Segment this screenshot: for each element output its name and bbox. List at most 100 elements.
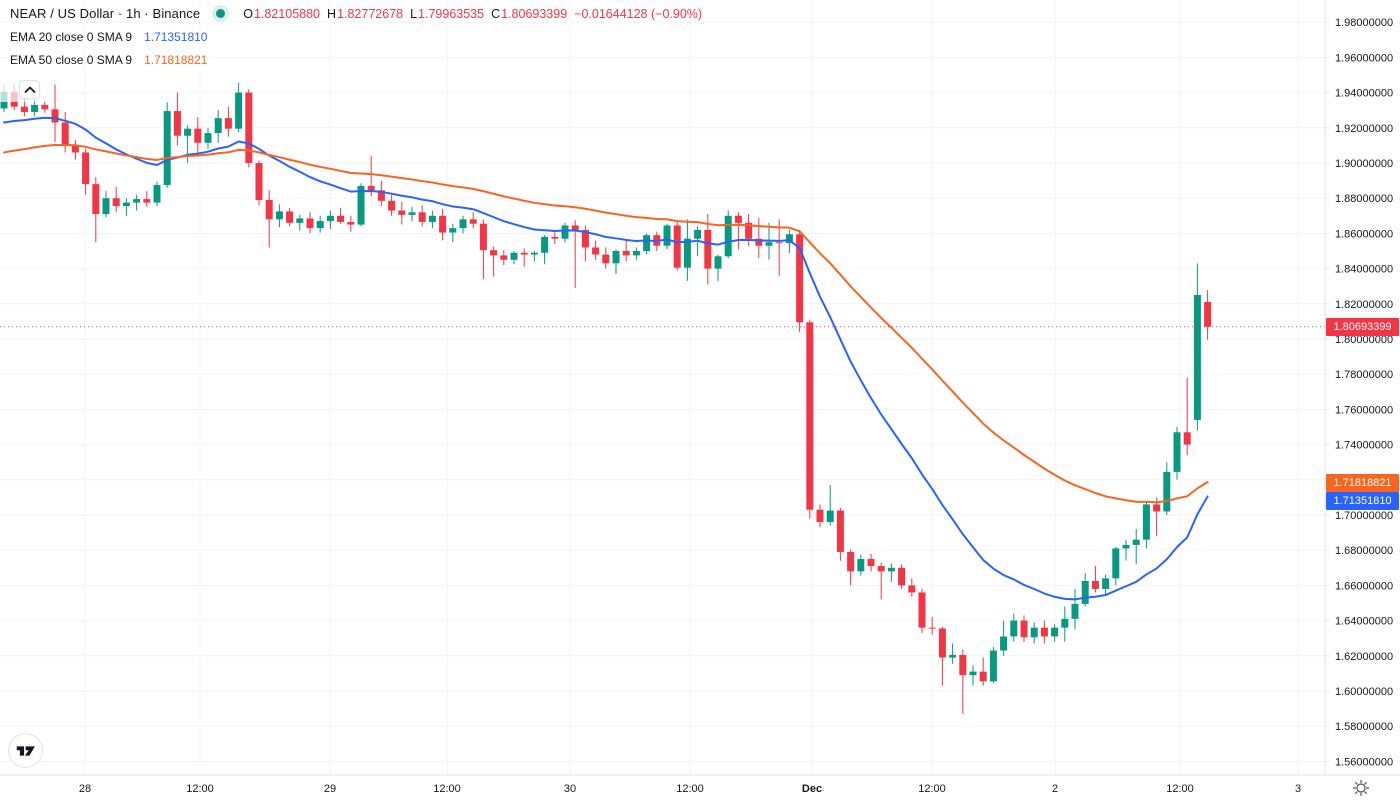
candle-body xyxy=(1142,504,1150,540)
candle-body xyxy=(449,228,457,233)
chart-settings-gear-icon[interactable] xyxy=(1351,778,1370,797)
candle-body xyxy=(1173,432,1181,472)
time-axis-label: 12:00 xyxy=(1166,783,1194,795)
last-price-badge: 1.80693399 xyxy=(1326,317,1399,336)
candle-body xyxy=(439,215,447,233)
candle-body xyxy=(510,252,518,260)
price-axis-label: 1.64000000 xyxy=(1335,616,1393,628)
open-value: 1.82105880 xyxy=(253,6,321,21)
candle-body xyxy=(347,221,355,225)
close-value: 1.80693399 xyxy=(501,6,568,21)
candle-body xyxy=(561,225,569,239)
price-axis-label: 1.78000000 xyxy=(1335,369,1393,381)
price-axis-label: 1.68000000 xyxy=(1335,545,1393,557)
candle-body xyxy=(632,251,640,256)
candle-body xyxy=(979,671,987,682)
low-label: L xyxy=(410,6,418,21)
price-axis-label: 1.62000000 xyxy=(1335,651,1393,663)
candle-body xyxy=(867,559,875,567)
ema50-value: 1.71818821 xyxy=(144,53,208,67)
candle-body xyxy=(1040,627,1048,637)
tradingview-logo[interactable] xyxy=(8,733,43,768)
ohlc-values: O 1.82105880 H 1.82772678 L 1.79963535 C 1.8… xyxy=(243,7,702,21)
symbol-title[interactable]: NEAR / US Dollar · 1h · Binance xyxy=(10,6,201,21)
candle-body xyxy=(1132,539,1140,545)
candle-body xyxy=(928,627,936,629)
candle-body xyxy=(765,242,773,246)
candle-body xyxy=(530,252,538,255)
candle-body xyxy=(969,671,977,676)
symbol-row: NEAR / US Dollar · 1h · Binance O 1.82105… xyxy=(8,5,705,22)
candle-body xyxy=(316,221,324,229)
candle-body xyxy=(714,256,722,269)
candle-body xyxy=(1102,578,1110,589)
candle-body xyxy=(398,210,406,215)
market-status-dot-icon[interactable] xyxy=(216,9,226,18)
time-axis-label: 12:00 xyxy=(676,783,704,795)
ema20-price-badge: 1.71351810 xyxy=(1326,491,1399,510)
price-axis-label: 1.74000000 xyxy=(1335,440,1393,452)
price-axis-label: 1.96000000 xyxy=(1335,52,1393,64)
price-axis-label: 1.76000000 xyxy=(1335,404,1393,416)
ema50-price-badge: 1.71818821 xyxy=(1326,473,1399,492)
candle-body xyxy=(1081,581,1089,604)
high-label: H xyxy=(327,6,337,21)
candle-body xyxy=(541,236,549,253)
chart-legend: NEAR / US Dollar · 1h · Binance O 1.82105… xyxy=(8,5,705,68)
candle-body xyxy=(1163,471,1171,512)
legend-collapse-button[interactable] xyxy=(19,80,40,99)
candle-body xyxy=(571,225,579,230)
candle-body xyxy=(122,202,130,207)
candle-body xyxy=(592,247,600,255)
price-axis[interactable]: 1.98000000 1.96000000 1.94000000 1.92000000… xyxy=(1325,17,1393,768)
candle-body xyxy=(643,235,651,251)
candle-body xyxy=(959,654,967,676)
ema20-label: EMA 20 close 0 SMA 9 xyxy=(10,30,133,44)
candle-body xyxy=(836,510,844,552)
price-axis-label: 1.56000000 xyxy=(1335,756,1393,768)
candle-body xyxy=(1061,618,1069,628)
candle-body xyxy=(265,199,273,220)
candle-body xyxy=(806,322,814,510)
ema20-value: 1.71351810 xyxy=(144,30,208,44)
candle-body xyxy=(245,92,253,163)
candle-body xyxy=(949,654,957,658)
candle-body xyxy=(143,199,151,203)
time-axis[interactable]: 28 12:00 29 12:00 30 12:00 Dec 12:00 2 12:00 3 xyxy=(79,783,1301,795)
candle-body xyxy=(71,145,79,153)
candle-body xyxy=(275,211,283,220)
candle-body xyxy=(163,111,171,185)
candlesticks xyxy=(0,82,1212,714)
candle-body xyxy=(1010,620,1018,637)
indicator-row-ema20[interactable]: EMA 20 close 0 SMA 9 1.71351810 xyxy=(8,29,210,45)
candle-body xyxy=(612,251,620,264)
candle-body xyxy=(877,566,885,572)
indicator-row-ema50[interactable]: EMA 50 close 0 SMA 9 1.71818821 xyxy=(8,52,210,68)
candle-body xyxy=(581,229,589,248)
candle-body xyxy=(857,559,865,572)
candle-body xyxy=(551,236,559,239)
candle-body xyxy=(194,128,202,143)
candle-body xyxy=(20,106,28,112)
price-axis-label: 1.66000000 xyxy=(1335,580,1393,592)
candle-body xyxy=(173,111,181,136)
candle-body xyxy=(31,104,39,112)
candle-body xyxy=(1020,620,1028,638)
candle-body xyxy=(1091,581,1099,589)
candle-body xyxy=(388,200,396,211)
candle-body xyxy=(286,211,294,223)
price-axis-label: 1.58000000 xyxy=(1335,721,1393,733)
candle-body xyxy=(214,118,222,134)
candle-body xyxy=(602,254,610,264)
candle-body xyxy=(1204,301,1212,327)
price-axis-label: 1.82000000 xyxy=(1335,299,1393,311)
candle-body xyxy=(41,104,49,110)
chevron-up-icon xyxy=(24,86,35,93)
candle-body xyxy=(1071,603,1079,619)
candle-body xyxy=(775,242,783,244)
candle-body xyxy=(694,229,702,239)
candle-body xyxy=(755,238,763,246)
high-value: 1.82772678 xyxy=(337,6,404,21)
